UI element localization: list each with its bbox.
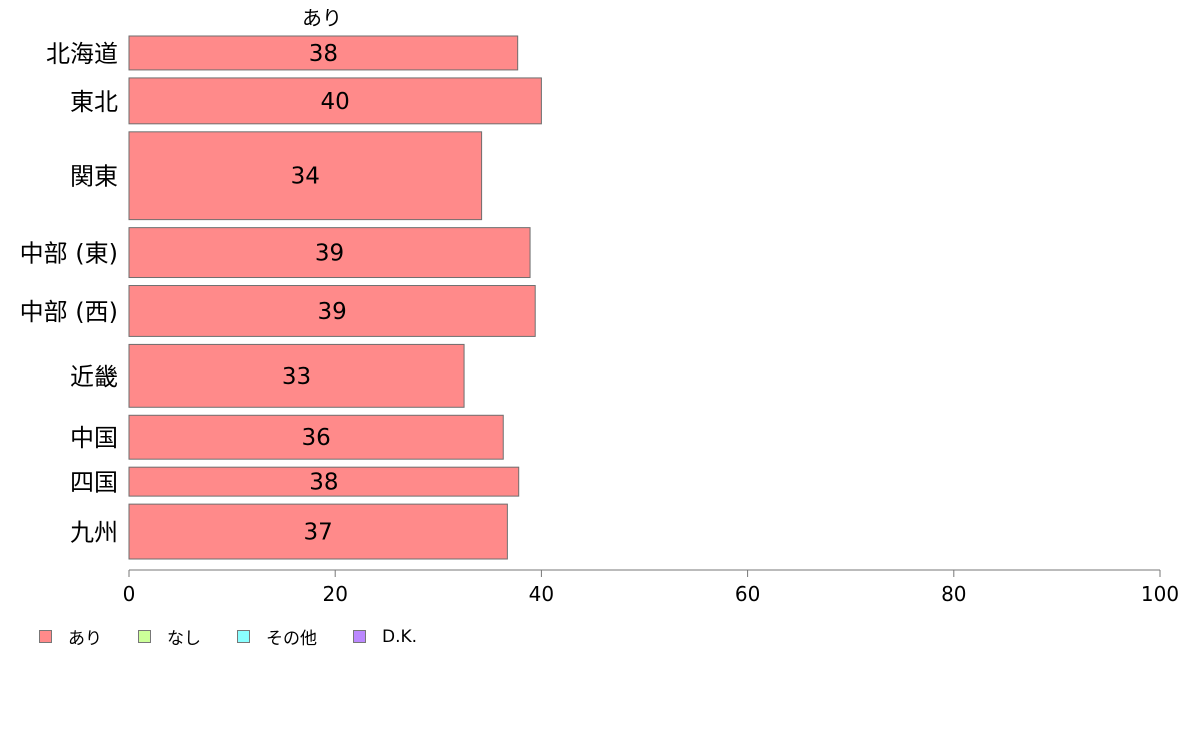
legend-swatch bbox=[237, 630, 250, 643]
bar-1 bbox=[128, 35, 519, 71]
bar-7 bbox=[128, 414, 504, 460]
category-label: 中部 (西) bbox=[20, 298, 118, 326]
category-label: 関東 bbox=[70, 163, 118, 191]
category-label: 近畿 bbox=[70, 363, 118, 391]
legend-item: その他 bbox=[237, 624, 317, 649]
category-label: 東北 bbox=[70, 88, 118, 116]
bar-6 bbox=[128, 343, 465, 408]
bar-value-label: 39 bbox=[315, 241, 344, 267]
x-tick-label: 80 bbox=[941, 582, 966, 606]
x-tick-label: 20 bbox=[322, 582, 347, 606]
bar-value-label: 38 bbox=[309, 41, 338, 67]
bar-value-label: 36 bbox=[301, 425, 330, 451]
legend-swatch bbox=[353, 630, 366, 643]
category-label: 中国 bbox=[70, 424, 118, 452]
category-label: 九州 bbox=[70, 519, 118, 547]
bar-5 bbox=[128, 285, 536, 337]
bar-value-label: 40 bbox=[321, 89, 350, 115]
legend-label: あり bbox=[68, 629, 102, 649]
category-label: 中部 (東) bbox=[20, 240, 118, 268]
chart-legend: あり なし その他 D.K. bbox=[39, 624, 453, 649]
category-label: 北海道 bbox=[46, 40, 118, 68]
bar-value-label: 38 bbox=[309, 470, 338, 496]
category-label: 四国 bbox=[70, 469, 118, 497]
legend-item: D.K. bbox=[353, 627, 417, 647]
x-tick-label: 0 bbox=[123, 582, 136, 606]
legend-label: D.K. bbox=[382, 626, 418, 647]
bar-value-label: 33 bbox=[282, 364, 311, 390]
legend-swatch bbox=[138, 630, 151, 643]
bar-value-label: 34 bbox=[291, 164, 320, 190]
legend-item: なし bbox=[138, 624, 201, 649]
bar-9 bbox=[128, 503, 508, 560]
bar-value-label: 39 bbox=[317, 299, 346, 325]
legend-item: あり bbox=[39, 624, 102, 649]
bar-3 bbox=[128, 131, 483, 221]
bar-value-label: 37 bbox=[304, 520, 333, 546]
legend-label: その他 bbox=[266, 629, 317, 649]
x-tick-label: 100 bbox=[1141, 582, 1179, 606]
bar-4 bbox=[128, 227, 531, 279]
legend-label: なし bbox=[167, 629, 201, 649]
x-tick-label: 40 bbox=[529, 582, 554, 606]
chart-title: あり bbox=[302, 6, 342, 30]
legend-swatch bbox=[39, 630, 52, 643]
bar-8 bbox=[128, 466, 520, 497]
x-tick-label: 60 bbox=[735, 582, 760, 606]
bar-2 bbox=[128, 77, 542, 125]
